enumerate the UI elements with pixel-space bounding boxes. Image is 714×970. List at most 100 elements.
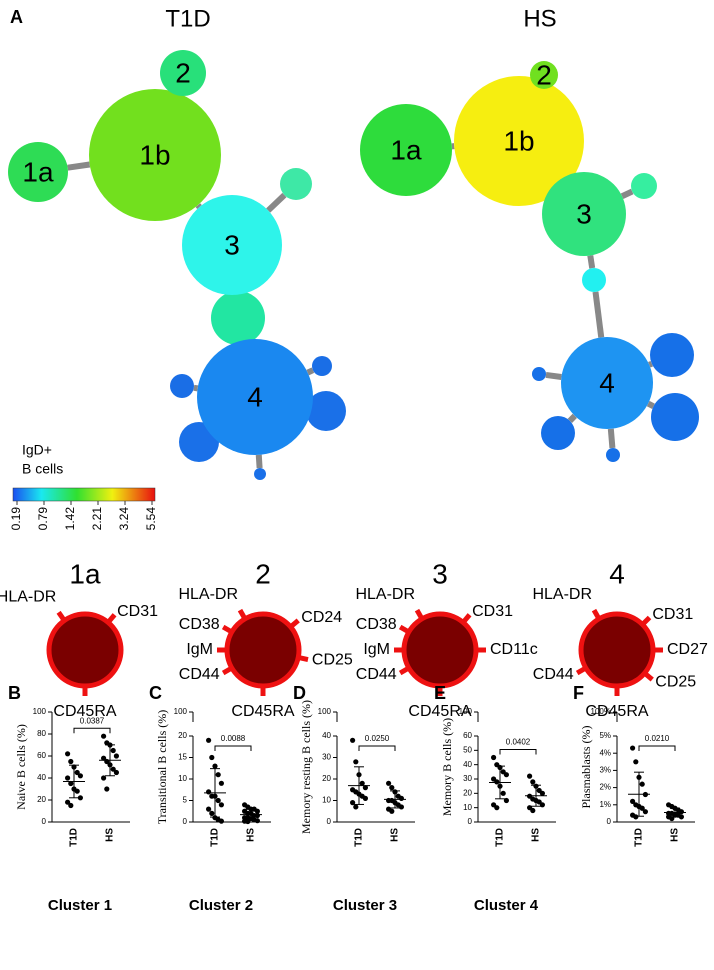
y-tick-label: 60 bbox=[37, 751, 46, 760]
tree-node bbox=[530, 61, 558, 89]
data-point bbox=[254, 808, 260, 814]
p-value: 0.0250 bbox=[365, 734, 390, 743]
data-point bbox=[539, 802, 546, 808]
significance-bracket bbox=[638, 745, 676, 751]
marker-node bbox=[401, 611, 479, 689]
data-point bbox=[68, 780, 74, 787]
tree-edge bbox=[620, 188, 634, 199]
tree-edge bbox=[67, 161, 91, 171]
y-tick-label: 20 bbox=[463, 788, 472, 797]
data-point bbox=[530, 807, 536, 814]
marker-label: HLA-DR bbox=[178, 586, 238, 603]
y-tick-label: 40 bbox=[322, 731, 331, 740]
significance-bracket bbox=[73, 727, 111, 734]
data-point bbox=[209, 754, 215, 761]
marker-node bbox=[224, 611, 302, 689]
panel-label: C bbox=[149, 683, 162, 703]
data-point bbox=[639, 805, 645, 811]
y-tick-label: 40 bbox=[37, 773, 46, 782]
marker-title: 3 bbox=[432, 558, 448, 589]
data-point bbox=[539, 790, 546, 796]
tree-node bbox=[532, 367, 546, 381]
data-point bbox=[77, 773, 83, 779]
data-point bbox=[494, 805, 500, 811]
y-axis-label: Memory resting B cells (%) bbox=[299, 700, 313, 834]
y-axis-label: Naive B cells (%) bbox=[14, 724, 28, 810]
data-point bbox=[110, 747, 116, 754]
tree-node bbox=[582, 268, 606, 292]
x-tick-label: HS bbox=[105, 828, 116, 842]
y-tick-label: 100 bbox=[318, 707, 332, 716]
y-axis-label: Transitional B cells (%) bbox=[155, 710, 169, 825]
tree-node bbox=[606, 448, 620, 462]
y-tick-label: 0 bbox=[468, 817, 473, 826]
tree-edge bbox=[567, 413, 577, 423]
data-point bbox=[386, 780, 392, 786]
data-point bbox=[68, 802, 74, 809]
data-point bbox=[113, 753, 119, 759]
data-point bbox=[212, 763, 218, 769]
y-tick-label: 20 bbox=[178, 731, 187, 740]
node-label: 4 bbox=[247, 381, 263, 412]
data-point bbox=[113, 769, 119, 776]
panel-label: A bbox=[10, 7, 23, 27]
data-point bbox=[110, 766, 116, 772]
data-point bbox=[530, 779, 536, 785]
data-point bbox=[350, 737, 356, 743]
y-tick-label: 30 bbox=[322, 753, 331, 762]
marker-label: CD45RA bbox=[585, 703, 648, 720]
colorbar-label: B cells bbox=[22, 461, 63, 477]
y-tick-label: 0 bbox=[183, 817, 188, 826]
tree-node bbox=[541, 416, 575, 450]
data-point bbox=[206, 806, 212, 812]
panel-label: E bbox=[434, 683, 446, 703]
tree-node bbox=[651, 393, 699, 441]
data-point bbox=[353, 759, 359, 765]
data-point bbox=[101, 733, 107, 739]
marker-label: IgM bbox=[186, 641, 213, 658]
data-point bbox=[65, 775, 71, 781]
y-tick-label: 10 bbox=[322, 796, 331, 805]
data-point bbox=[642, 809, 649, 815]
data-point bbox=[101, 755, 107, 761]
cluster-label: Cluster 3 bbox=[333, 897, 397, 914]
data-point bbox=[101, 775, 107, 781]
tree-node bbox=[89, 89, 221, 221]
marker-label: CD44 bbox=[356, 666, 397, 683]
data-point bbox=[398, 795, 404, 801]
data-point bbox=[218, 818, 224, 824]
x-tick-label: HS bbox=[246, 828, 257, 842]
marker-title: 1a bbox=[69, 558, 101, 589]
panel-label: F bbox=[573, 683, 584, 703]
marker-label: CD45RA bbox=[231, 703, 294, 720]
data-point bbox=[503, 797, 509, 804]
tree-node bbox=[197, 339, 313, 455]
tree-edge bbox=[195, 203, 202, 209]
colorbar-tick-label: 3.24 bbox=[117, 507, 131, 531]
y-tick-label: 40 bbox=[463, 760, 472, 769]
node-label: 1b bbox=[139, 139, 170, 170]
cluster-label: Cluster 4 bbox=[474, 897, 539, 914]
data-point bbox=[389, 808, 395, 814]
data-point bbox=[254, 818, 260, 824]
y-tick-label: 0 bbox=[327, 817, 332, 826]
x-tick-label: T1D bbox=[354, 828, 365, 847]
data-point bbox=[218, 802, 224, 808]
colorbar bbox=[12, 487, 156, 502]
data-point bbox=[398, 804, 404, 810]
colorbar-tick-label: 1.42 bbox=[63, 507, 77, 531]
tree-edge bbox=[592, 291, 605, 338]
tree-edge bbox=[193, 384, 199, 392]
data-point bbox=[68, 758, 74, 765]
node-label: 1a bbox=[22, 156, 54, 187]
significance-bracket bbox=[499, 749, 537, 755]
x-tick-label: HS bbox=[390, 828, 401, 842]
panel-label: D bbox=[293, 683, 306, 703]
tree-title: T1D bbox=[165, 5, 210, 32]
tree-node bbox=[360, 104, 452, 196]
tree-node bbox=[280, 168, 312, 200]
cluster-label: Cluster 1 bbox=[48, 897, 112, 914]
y-tick-label: 10 bbox=[178, 774, 187, 783]
tree-node bbox=[306, 391, 346, 431]
